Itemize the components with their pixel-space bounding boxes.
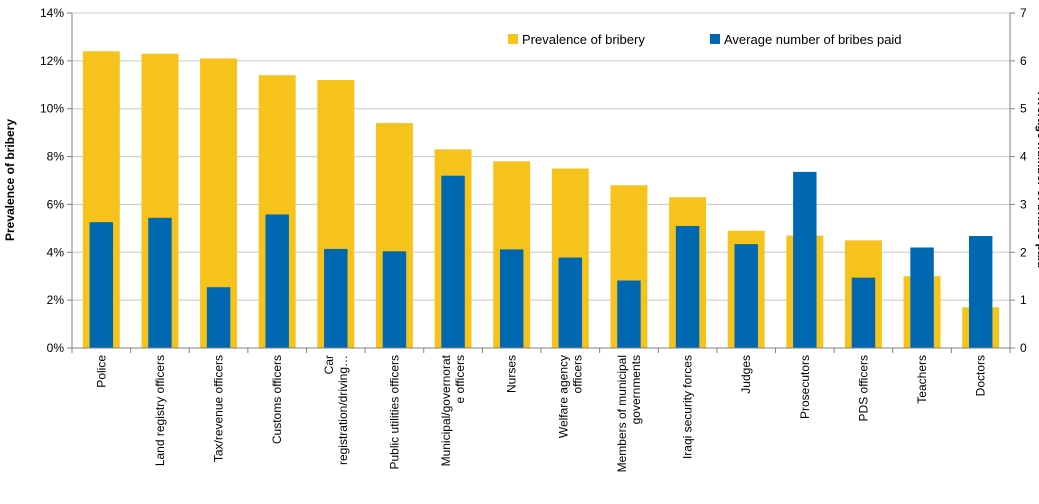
legend-swatch [508, 34, 518, 44]
bar-average-bribes [499, 249, 524, 348]
category-label: Land registry officers [153, 355, 167, 466]
y2-tick-label: 0 [1020, 341, 1027, 355]
y-tick-label: 12% [40, 54, 64, 68]
y2-tick-label: 1 [1020, 293, 1027, 307]
category-label: Carregistration/driving… [322, 355, 350, 465]
legend-label: Average number of bribes paid [724, 32, 902, 47]
bar-average-bribes [734, 244, 758, 348]
y2-tick-label: 2 [1020, 245, 1027, 259]
y-tick-label: 8% [47, 150, 65, 164]
bar-average-bribes [265, 214, 289, 348]
y-tick-label: 0% [47, 341, 65, 355]
category-label: Police [94, 355, 108, 388]
category-label: Iraqi security forces [681, 355, 695, 459]
bar-average-bribes [675, 225, 700, 348]
bar-average-bribes [382, 251, 407, 348]
category-label: PDS officers [856, 355, 870, 421]
category-label: Members of municipalgovernments [615, 355, 643, 472]
category-label: Teachers [915, 355, 929, 404]
bar-average-bribes [617, 280, 641, 348]
y-tick-label: 10% [40, 102, 64, 116]
y-tick-label: 2% [47, 293, 65, 307]
axes [67, 12, 1015, 353]
y-tick-label: 4% [47, 245, 65, 259]
y2-tick-label: 7 [1020, 6, 1027, 20]
bar-average-bribes [851, 277, 876, 348]
y-tick-label: 14% [40, 6, 64, 20]
legend-label: Prevalence of bribery [522, 32, 645, 47]
bar-average-bribes [206, 287, 231, 348]
bar-average-bribes [910, 247, 934, 348]
bar-average-bribes [558, 257, 583, 348]
y2-tick-label: 4 [1020, 150, 1027, 164]
tick-labels: 0% 2% 4% 6% 8% 10% 12% 14% 0 1 2 3 4 5 6 7 [40, 6, 1027, 355]
category-label: Nurses [505, 355, 519, 393]
category-label: Customs officers [270, 355, 284, 444]
bar-average-bribes [148, 217, 172, 348]
category-labels: Police Land registry officers Tax/revenue … [94, 354, 987, 472]
y2-tick-label: 5 [1020, 102, 1027, 116]
category-label: Tax/revenue officers [212, 355, 226, 462]
legend-swatch [710, 34, 720, 44]
category-label: Welfare agencyofficers [556, 355, 584, 438]
category-label: Judges [739, 355, 753, 394]
bar-average-bribes [793, 171, 817, 348]
category-label: Prosecutors [798, 355, 812, 419]
category-label: Public utilities officers [387, 355, 401, 470]
y2-tick-label: 6 [1020, 54, 1027, 68]
y-axis-title: Prevalence of bribery [3, 119, 17, 241]
category-label: Municipal/governorate officers [439, 354, 467, 466]
axis-titles: Prevalence of bribery Average number of b… [3, 92, 1039, 268]
y2-axis-title: Average number of bribes paid [1035, 92, 1039, 268]
bar-average-bribes [441, 175, 465, 348]
legend: Prevalence of bribery Average number of b… [508, 32, 902, 47]
bar-average-bribes [89, 222, 114, 348]
bars [82, 51, 1000, 349]
category-label: Doctors [974, 355, 988, 396]
bar-average-bribes [324, 248, 348, 348]
y2-tick-label: 3 [1020, 197, 1027, 211]
y-tick-label: 6% [47, 197, 65, 211]
bar-average-bribes [968, 236, 993, 348]
